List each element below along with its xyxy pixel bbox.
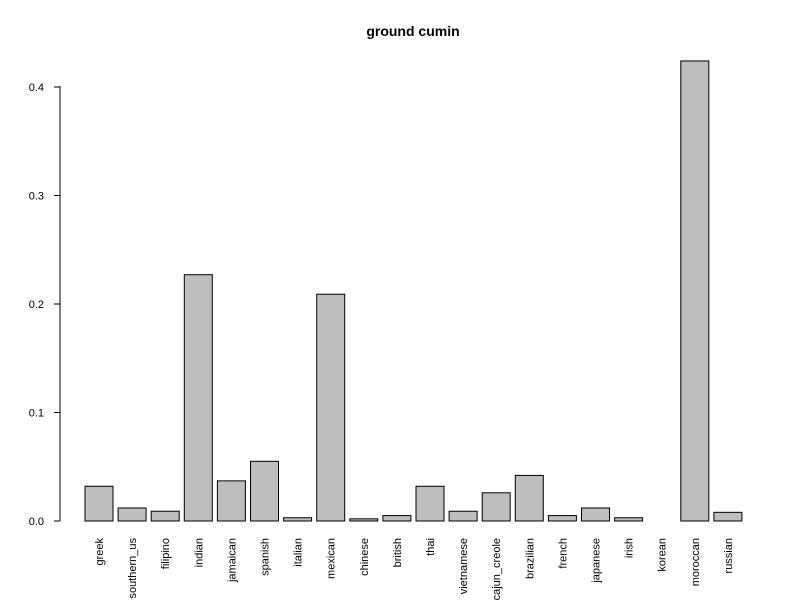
x-tick-label: southern_us: [127, 538, 139, 599]
y-tick-label: 0.1: [29, 408, 44, 420]
bars-group: [84, 60, 743, 522]
bar-jamaican: [216, 480, 246, 522]
x-tick-label: irish: [624, 538, 636, 558]
x-tick-label: italian: [293, 538, 305, 567]
x-tick-label: thai: [425, 538, 437, 556]
x-tick-label: cajun_creole: [491, 538, 503, 600]
y-tick-label: 0.2: [29, 299, 44, 311]
x-tick-label: moroccan: [690, 538, 702, 586]
x-tick-label: japanese: [591, 538, 603, 584]
x-tick-label: british: [392, 538, 404, 567]
bar-southern_us: [117, 507, 147, 522]
bar-cajun_creole: [481, 492, 511, 522]
bar-chinese: [349, 518, 379, 522]
x-tick-label: indian: [193, 538, 205, 567]
bar-irish: [614, 517, 644, 522]
bar-british: [382, 515, 412, 522]
x-tick-label: korean: [657, 538, 669, 572]
bar-japanese: [581, 507, 610, 522]
x-tick-label: brazilian: [524, 538, 536, 579]
x-tick-label: jamaican: [226, 538, 238, 583]
bar-thai: [415, 485, 445, 522]
y-axis-ticks: 0.0 0.1 0.2 0.3 0.4: [29, 82, 60, 528]
bar-filipino: [150, 510, 180, 522]
x-tick-label: chinese: [359, 538, 371, 576]
bar-moroccan: [680, 60, 710, 522]
bar-indian: [183, 274, 213, 522]
y-tick-label: 0.4: [29, 82, 44, 94]
x-tick-label: mexican: [326, 538, 338, 579]
x-tick-label: russian: [723, 538, 735, 573]
bar-vietnamese: [448, 510, 478, 522]
bar-russian: [713, 511, 743, 522]
bar-italian: [283, 517, 313, 522]
x-tick-label: vietnamese: [458, 538, 470, 594]
y-tick-label: 0.0: [29, 516, 44, 528]
bar-spanish: [250, 460, 279, 522]
bar-greek: [84, 485, 114, 522]
bar-brazilian: [514, 474, 544, 522]
x-tick-label: filipino: [160, 538, 172, 569]
bar-french: [547, 515, 577, 522]
x-tick-label: spanish: [260, 538, 272, 576]
x-tick-label: greek: [94, 538, 106, 566]
bar-mexican: [316, 293, 346, 522]
chart-title: ground cumin: [366, 23, 459, 39]
x-tick-label: french: [557, 538, 569, 569]
x-axis-labels: greek southern_us filipino indian jamaican sp…: [94, 538, 735, 600]
y-tick-label: 0.3: [29, 191, 44, 203]
